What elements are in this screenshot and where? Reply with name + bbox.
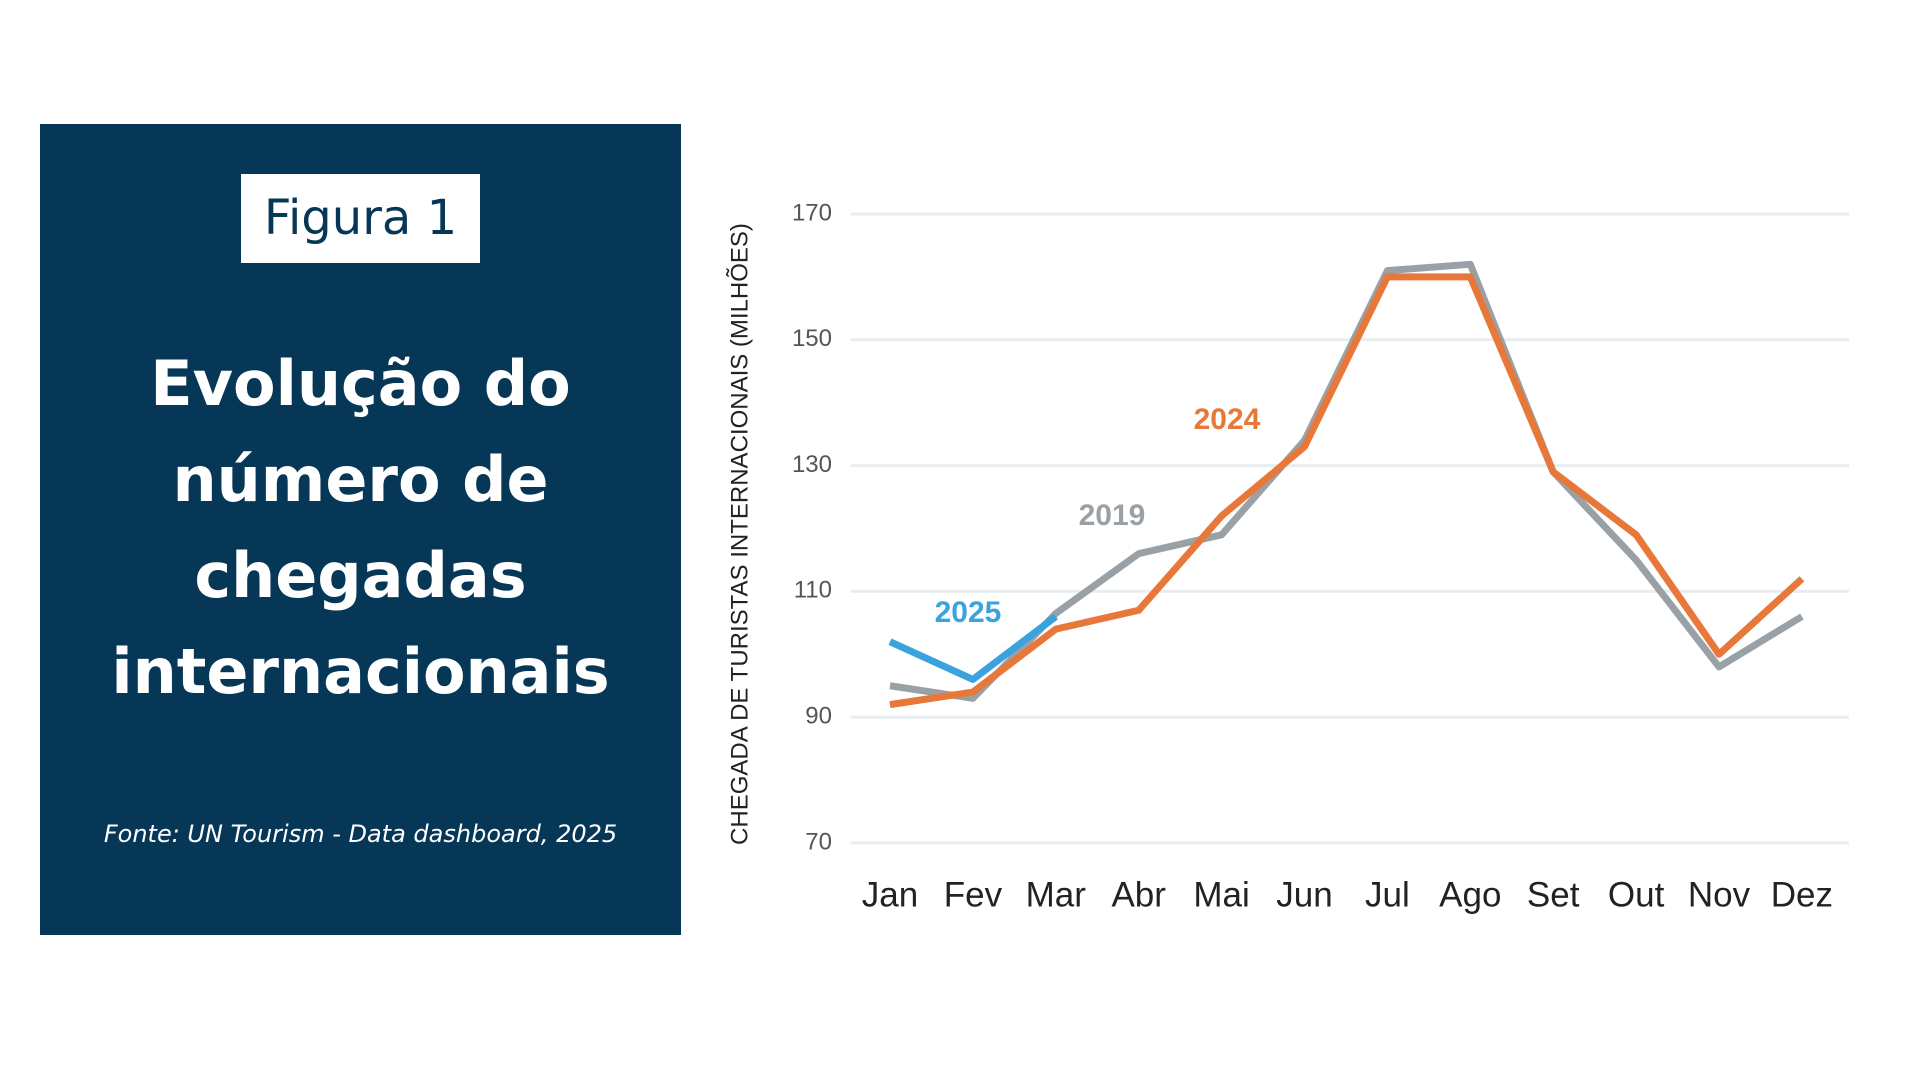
x-tick-label: Abr <box>1111 875 1166 914</box>
x-tick-label: Nov <box>1688 875 1751 914</box>
x-tick-label: Set <box>1527 875 1580 914</box>
y-tick-label: 130 <box>792 451 832 478</box>
x-tick-label: Dez <box>1771 875 1833 914</box>
y-tick-label: 110 <box>794 577 832 604</box>
source-note: Fonte: UN Tourism - Data dashboard, 2025 <box>103 820 618 848</box>
x-tick-label: Ago <box>1439 875 1501 914</box>
x-tick-label: Out <box>1608 875 1665 914</box>
side-panel: Figura 1 Evolução do número de chegadas … <box>40 124 681 935</box>
y-tick-label: 170 <box>792 199 832 226</box>
series-line <box>889 260 1804 702</box>
x-tick-label: Jul <box>1365 875 1410 914</box>
figure-label: Figura 1 <box>241 174 480 263</box>
series-label: 2024 <box>1194 403 1261 436</box>
y-tick-label: 70 <box>805 828 832 855</box>
x-tick-label: Mai <box>1193 875 1249 914</box>
series-line <box>889 273 1805 709</box>
y-tick-label: 150 <box>792 325 832 352</box>
x-tick-label: Mar <box>1026 875 1087 914</box>
y-axis-label: CHEGADA DE TURISTAS INTERNACIONAIS (MILH… <box>725 223 753 845</box>
x-tick-label: Jan <box>862 875 918 914</box>
x-tick-label: Jun <box>1276 875 1332 914</box>
series-label: 2019 <box>1079 499 1146 532</box>
y-tick-label: 90 <box>805 703 832 730</box>
series-label: 2025 <box>935 596 1002 629</box>
series-line <box>888 613 1058 683</box>
panel-title: Evolução do número de chegadas internaci… <box>111 347 610 708</box>
x-tick-label: Fev <box>944 875 1003 914</box>
